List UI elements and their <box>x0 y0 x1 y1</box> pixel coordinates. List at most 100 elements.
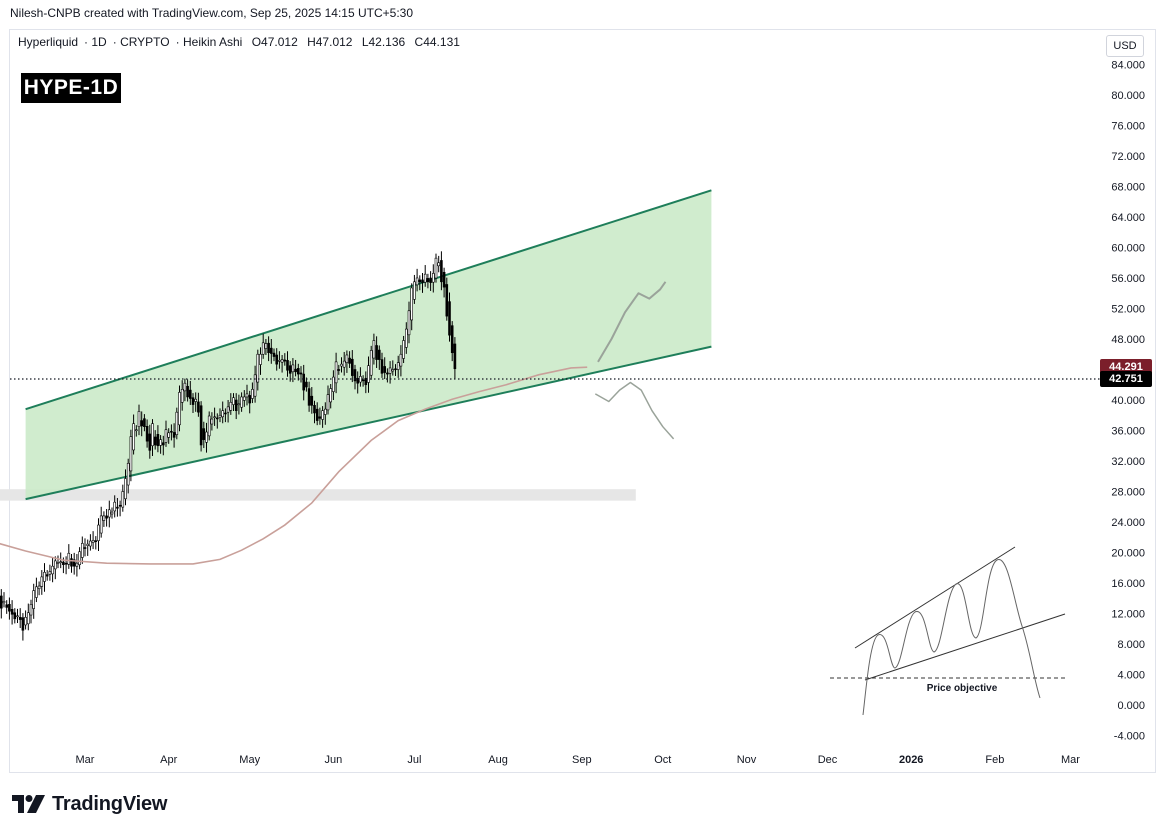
y-tick-label: 72.000 <box>1111 151 1145 163</box>
candle-body <box>121 491 125 508</box>
candle-body <box>348 357 351 364</box>
candle-body <box>299 372 303 375</box>
candle-body <box>129 436 133 472</box>
candle-body <box>0 595 3 609</box>
candle-body <box>170 430 173 433</box>
candle-body <box>24 617 27 626</box>
candle-body <box>388 367 392 374</box>
inset-price-path <box>862 559 1041 716</box>
candle-body <box>205 431 208 443</box>
candle-body <box>278 360 281 362</box>
candle-body <box>102 515 106 521</box>
candle-body <box>313 405 316 414</box>
currency-selector[interactable]: USD <box>1106 35 1144 57</box>
candle-body <box>137 411 141 427</box>
candle-body <box>202 428 206 440</box>
candle-body <box>445 284 449 317</box>
candle-body <box>269 347 273 354</box>
candle-body <box>2 600 6 604</box>
candle-body <box>167 432 170 438</box>
candle-body <box>442 271 446 288</box>
candle-body <box>377 349 381 360</box>
candle-body <box>18 617 22 620</box>
ohlc-low: L42.136 <box>361 35 406 49</box>
candle-body <box>294 368 297 373</box>
symbol-interval[interactable]: 1D <box>91 35 107 49</box>
candle-body <box>62 561 65 566</box>
x-tick-label: Apr <box>160 754 177 766</box>
time-axis: Mar Apr May Jun Jul Aug Sep Oct Nov Dec 2026 Feb Mar <box>76 754 1081 766</box>
candle-body <box>372 340 376 359</box>
symbol-name[interactable]: Hyperliquid <box>18 35 79 49</box>
candles <box>0 251 457 641</box>
candle-body <box>251 389 254 399</box>
candle-body <box>256 353 260 383</box>
channel-fill <box>25 190 712 500</box>
bullish-projection <box>597 281 667 363</box>
y-tick-label: 36.000 <box>1111 426 1145 438</box>
channel-lower-line <box>25 345 712 501</box>
candle-body <box>207 415 211 437</box>
candle-body <box>26 612 30 625</box>
y-tick-label: 80.000 <box>1111 90 1145 102</box>
candle-body <box>264 343 268 349</box>
candle-body <box>16 615 19 618</box>
y-tick-label: 52.000 <box>1111 304 1145 316</box>
candle-body <box>153 436 157 446</box>
ohlc-close: C44.131 <box>414 35 460 49</box>
candle-body <box>226 406 230 413</box>
ohlc-high: H47.012 <box>307 35 353 49</box>
candle-body <box>243 396 246 401</box>
y-tick-label: 16.000 <box>1111 578 1145 590</box>
candle-body <box>67 552 71 565</box>
y-tick-label: 12.000 <box>1111 609 1145 621</box>
x-tick-label: Mar <box>76 754 95 766</box>
candle-body <box>450 325 454 354</box>
last-price-badge: 42.751 <box>1100 371 1152 388</box>
candle-body <box>402 340 405 359</box>
candle-body <box>183 382 187 392</box>
candle-body <box>10 609 14 615</box>
ohlc-open: O47.012 <box>251 35 298 49</box>
candle-body <box>337 369 341 371</box>
y-tick-label: 76.000 <box>1111 121 1145 133</box>
candle-body <box>345 354 349 363</box>
candle-body <box>234 399 238 411</box>
ticker-badge: HYPE-1D <box>21 73 121 103</box>
candle-body <box>364 377 368 386</box>
candle-body <box>342 360 346 368</box>
candle-body <box>248 395 251 404</box>
candle-body <box>199 405 203 446</box>
tradingview-logo[interactable]: TradingView <box>12 793 167 815</box>
projection-paths <box>594 281 675 440</box>
candle-body <box>132 423 135 451</box>
candle-body <box>329 388 333 403</box>
candle-body <box>72 559 76 567</box>
y-tick-label: 28.000 <box>1111 487 1145 499</box>
candle-body <box>369 350 373 376</box>
candle-body <box>116 506 119 509</box>
candle-body <box>356 377 360 384</box>
candle-body <box>283 359 287 362</box>
candle-body <box>48 571 52 575</box>
inset-label: Price objective <box>927 683 998 694</box>
candle-body <box>361 379 365 382</box>
candle-body <box>275 354 279 365</box>
candle-body <box>140 420 143 427</box>
candle-body <box>391 369 395 372</box>
candle-body <box>383 366 387 373</box>
chart-style[interactable]: Heikin Ashi <box>182 35 243 49</box>
y-tick-label: 20.000 <box>1111 548 1145 560</box>
candle-body <box>280 359 284 363</box>
candle-body <box>232 397 235 405</box>
candle-body <box>113 501 116 512</box>
candle-body <box>83 547 87 549</box>
ma-line <box>0 366 588 565</box>
candle-body <box>216 417 219 420</box>
y-tick-label: 40.000 <box>1111 395 1145 407</box>
candle-body <box>394 368 397 371</box>
y-tick-label: 64.000 <box>1111 212 1145 224</box>
candle-body <box>453 343 457 370</box>
y-tick-label: 60.000 <box>1111 243 1145 255</box>
